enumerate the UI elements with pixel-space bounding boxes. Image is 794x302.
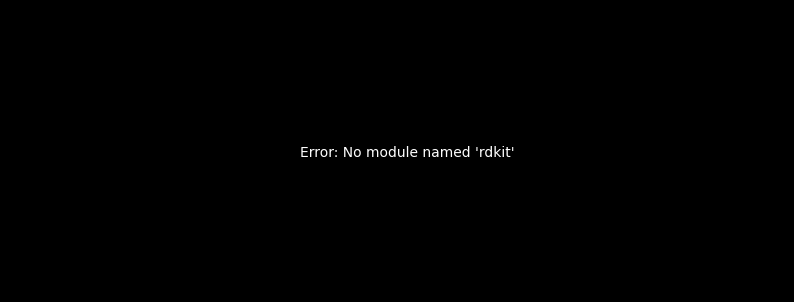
- Text: Error: No module named 'rdkit': Error: No module named 'rdkit': [299, 146, 515, 159]
